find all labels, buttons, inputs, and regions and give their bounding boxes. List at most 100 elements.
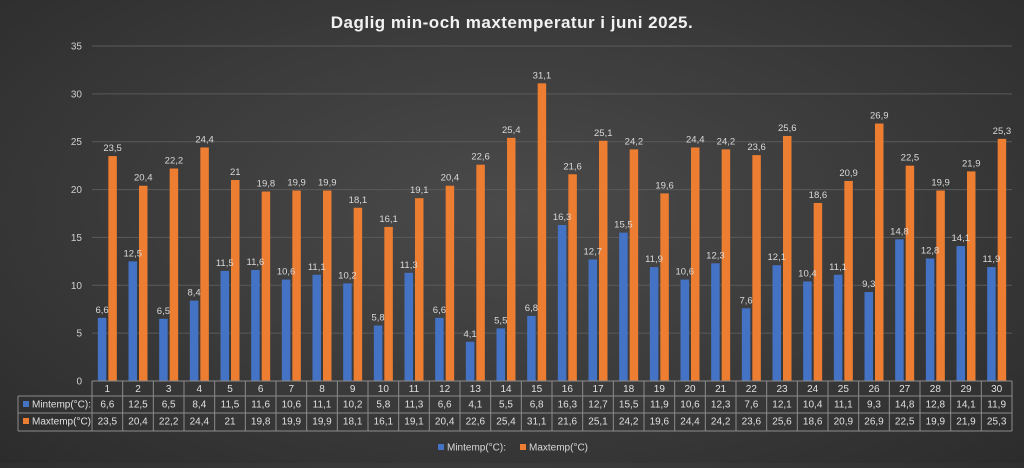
bar-min (619, 232, 628, 381)
table-cell: 15,5 (619, 400, 639, 411)
data-label-min: 14,8 (890, 226, 909, 237)
bar-max (599, 140, 608, 381)
bar-min (772, 265, 781, 381)
bar-min (189, 300, 199, 381)
bar-max (844, 180, 853, 381)
data-label-max: 24,2 (625, 136, 644, 147)
bar-min (956, 246, 965, 381)
bar-max (139, 185, 148, 381)
legend-label-max: Maxtemp(°C) (529, 443, 588, 454)
bar-min (465, 341, 475, 381)
data-label-min: 11,1 (829, 262, 847, 273)
data-label-min: 7,6 (739, 295, 752, 306)
y-tick-label: 20 (71, 185, 83, 196)
data-label-max: 22,6 (471, 152, 490, 163)
bar-max (967, 171, 976, 381)
table-cell: 6,6 (100, 400, 114, 411)
data-label-max: 18,6 (809, 190, 828, 201)
table-cell: 24,4 (190, 417, 210, 428)
data-label-min: 11,1 (308, 262, 326, 273)
data-label-max: 26,9 (870, 111, 889, 122)
data-label-min: 10,4 (798, 268, 817, 279)
data-label-min: 6,6 (95, 305, 108, 316)
data-label-max: 24,4 (686, 134, 705, 145)
table-cell: 10,4 (803, 400, 823, 411)
table-cell: 11,1 (313, 400, 332, 411)
data-label-max: 19,9 (318, 178, 337, 189)
y-tick-label: 15 (71, 233, 83, 244)
table-cell: 10,2 (343, 400, 363, 411)
data-label-max: 19,1 (410, 185, 429, 196)
bar-min (128, 261, 137, 381)
table-category-label: 20 (684, 384, 696, 395)
bar-max (231, 180, 240, 381)
table-cell: 25,3 (987, 417, 1007, 428)
table-cell: 11,1 (834, 400, 853, 411)
data-label-min: 15,5 (614, 220, 633, 231)
bar-max (905, 165, 915, 381)
table-series-name: Mintemp(°C): (32, 400, 91, 411)
table-category-label: 24 (807, 384, 819, 395)
data-label-min: 12,8 (921, 245, 940, 256)
data-label-max: 22,5 (901, 153, 920, 164)
bar-max (507, 137, 516, 381)
table-category-label: 14 (500, 384, 512, 395)
data-label-min: 12,1 (768, 252, 787, 263)
table-cell: 19,8 (251, 417, 271, 428)
table-cell: 25,4 (496, 417, 516, 428)
data-label-max: 19,6 (655, 180, 674, 191)
bars (97, 83, 1007, 382)
data-label-max: 23,5 (103, 143, 122, 154)
data-label-min: 11,9 (645, 254, 663, 265)
table-category-label: 26 (868, 384, 880, 395)
table-cell: 26,9 (864, 417, 884, 428)
data-label-max: 20,4 (134, 173, 153, 184)
table-cell: 23,5 (98, 417, 118, 428)
data-label-max: 16,1 (379, 214, 398, 225)
table-cell: 9,3 (867, 400, 881, 411)
table-category-label: 12 (439, 384, 451, 395)
data-label-max: 20,9 (839, 168, 858, 179)
data-label-max: 19,9 (931, 178, 950, 189)
table-category-label: 27 (899, 384, 911, 395)
bar-min (680, 279, 689, 381)
table-category-label: 4 (197, 384, 203, 395)
bar-min (803, 281, 812, 381)
table-cell: 11,9 (650, 400, 669, 411)
y-tick-label: 30 (71, 89, 83, 100)
table-category-label: 13 (470, 384, 482, 395)
data-label-max: 22,2 (165, 156, 184, 167)
bar-min (373, 325, 383, 381)
legend-key-min (438, 444, 444, 450)
bar-max (660, 193, 669, 381)
data-label-max: 25,4 (502, 125, 521, 136)
table-category-label: 10 (378, 384, 390, 395)
y-tick-label: 25 (71, 137, 83, 148)
table-cell: 12,5 (128, 400, 148, 411)
bar-min (557, 224, 567, 381)
data-label-min: 11,3 (400, 260, 418, 271)
bar-min (895, 239, 904, 381)
table-category-label: 3 (166, 384, 172, 395)
y-tick-label: 35 (71, 42, 83, 53)
table-category-label: 6 (258, 384, 264, 395)
table-cell: 6,8 (530, 400, 544, 411)
table-series-name: Maxtemp(°C) (32, 417, 91, 428)
data-label-min: 6,5 (157, 306, 170, 317)
bar-max (752, 155, 761, 381)
y-tick-label: 10 (71, 281, 83, 292)
table-cell: 20,4 (435, 417, 455, 428)
gridlines (92, 45, 1012, 382)
table-category-label: 18 (623, 384, 635, 395)
y-tick-label: 5 (76, 329, 82, 340)
bar-max (691, 147, 700, 381)
bar-max (445, 185, 455, 381)
bar-max (261, 191, 271, 381)
table-category-label: 17 (592, 384, 604, 395)
table-cell: 21 (224, 417, 236, 428)
data-label-max: 25,6 (778, 123, 797, 134)
data-label-max: 19,8 (257, 178, 276, 189)
data-label-min: 5,8 (371, 312, 384, 323)
bar-max (936, 190, 945, 381)
